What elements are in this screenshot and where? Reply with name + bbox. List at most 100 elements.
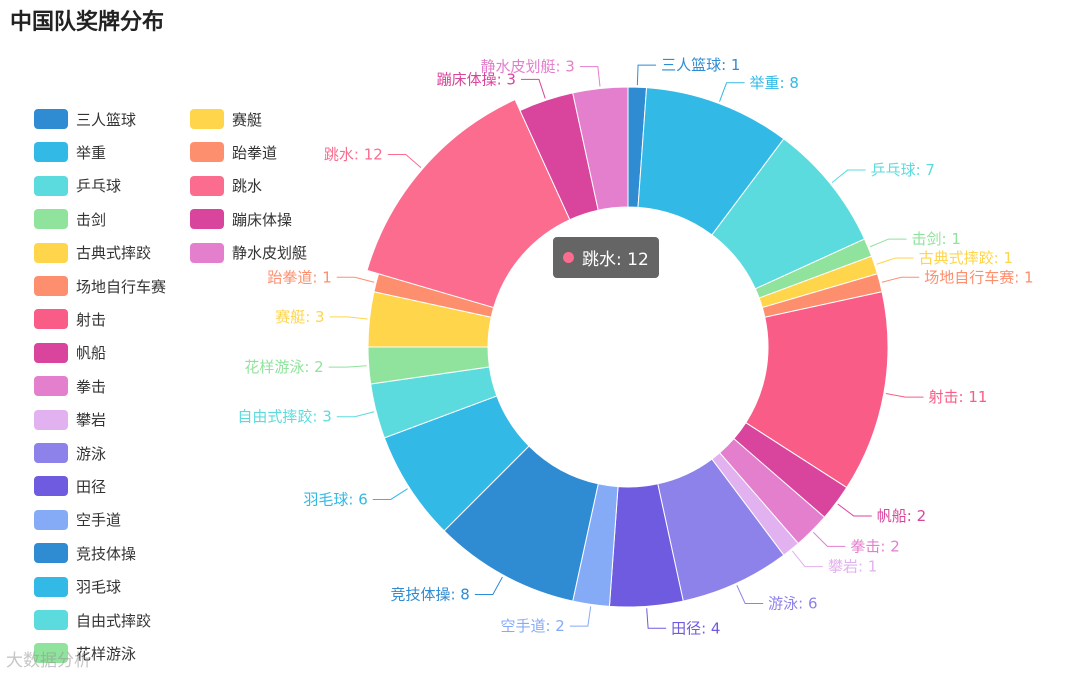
- tooltip: 跳水: 12: [553, 237, 659, 278]
- legend-item[interactable]: 游泳: [34, 442, 106, 464]
- label-leader-line: [474, 576, 503, 596]
- legend-item[interactable]: 静水皮划艇: [190, 242, 307, 264]
- legend-swatch: [34, 109, 68, 129]
- legend-swatch: [34, 543, 68, 564]
- slice-label: 三人篮球: 1: [661, 56, 740, 74]
- label-leader-line: [885, 393, 924, 398]
- label-leader-line: [579, 66, 601, 87]
- legend-swatch: [34, 576, 68, 597]
- legend-item[interactable]: 乒乓球: [34, 175, 121, 197]
- label-leader-line: [831, 169, 866, 183]
- legend-item[interactable]: 场地自行车赛: [34, 275, 166, 297]
- legend-label: 跆拳道: [232, 143, 278, 162]
- donut-slice[interactable]: [366, 98, 571, 309]
- slice-label: 乒乓球: 7: [871, 161, 935, 179]
- slice-label: 击剑: 1: [912, 230, 961, 248]
- legend-swatch: [34, 643, 68, 664]
- legend-label: 攀岩: [76, 411, 107, 430]
- label-leader-line: [876, 257, 914, 265]
- legend-swatch: [34, 209, 68, 230]
- legend-label: 静水皮划艇: [232, 244, 308, 263]
- legend-item[interactable]: 花样游泳: [34, 642, 136, 664]
- label-leader-line: [812, 531, 846, 547]
- slice-label: 静水皮划艇: 3: [480, 58, 574, 76]
- legend-item[interactable]: 拳击: [34, 375, 106, 397]
- label-leader-line: [837, 503, 872, 517]
- legend-item[interactable]: 田径: [34, 475, 106, 497]
- legend-swatch: [34, 142, 68, 163]
- legend-swatch: [190, 175, 224, 196]
- legend-label: 羽毛球: [76, 578, 122, 597]
- legend-label: 空手道: [76, 511, 122, 530]
- legend-swatch: [34, 309, 68, 330]
- legend-item[interactable]: 古典式摔跤: [34, 242, 151, 264]
- label-leader-line: [869, 238, 907, 248]
- legend-label: 田径: [76, 477, 107, 496]
- slice-label: 跆拳道: 1: [267, 268, 331, 286]
- legend-label: 场地自行车赛: [76, 277, 167, 296]
- legend-item[interactable]: 羽毛球: [34, 576, 121, 598]
- tooltip-text: 跳水: 12: [582, 250, 649, 270]
- legend-label: 游泳: [76, 444, 107, 463]
- slice-label: 田径: 4: [671, 619, 720, 637]
- legend-item[interactable]: 自由式摔跤: [34, 609, 151, 631]
- legend-label: 赛艇: [232, 110, 263, 129]
- slice-label: 游泳: 6: [768, 595, 817, 613]
- slice-label: 跳水: 12: [324, 145, 383, 163]
- tooltip-color-dot: [563, 252, 574, 263]
- legend-swatch: [190, 109, 224, 129]
- legend-label: 自由式摔跤: [76, 611, 152, 630]
- label-leader-line: [636, 64, 657, 86]
- legend-label: 帆船: [76, 344, 107, 363]
- label-leader-line: [719, 82, 745, 102]
- legend-label: 跳水: [232, 177, 263, 196]
- legend-item[interactable]: 跆拳道: [190, 141, 277, 163]
- legend-item[interactable]: 空手道: [34, 509, 121, 531]
- legend-swatch: [34, 610, 68, 630]
- slice-label: 攀岩: 1: [828, 558, 877, 576]
- legend-swatch: [190, 142, 224, 163]
- label-leader-line: [328, 365, 367, 368]
- legend-label: 拳击: [76, 377, 107, 396]
- label-leader-line: [329, 316, 368, 320]
- legend-item[interactable]: 竞技体操: [34, 542, 136, 564]
- legend-label: 乒乓球: [76, 177, 122, 196]
- legend-item[interactable]: 赛艇: [190, 108, 262, 130]
- label-leader-line: [646, 608, 667, 629]
- legend-label: 古典式摔跤: [76, 244, 152, 263]
- label-leader-line: [336, 411, 375, 418]
- legend-swatch: [34, 509, 68, 530]
- legend-label: 竞技体操: [76, 544, 137, 563]
- legend-item[interactable]: 举重: [34, 141, 106, 163]
- label-leader-line: [736, 585, 764, 605]
- label-leader-line: [336, 276, 375, 283]
- legend-swatch: [34, 242, 68, 263]
- slice-label: 羽毛球: 6: [303, 490, 367, 508]
- legend-swatch: [34, 175, 68, 196]
- legend-label: 蹦床体操: [232, 210, 293, 229]
- legend-item[interactable]: 跳水: [190, 175, 262, 197]
- legend-item[interactable]: 三人篮球: [34, 108, 136, 130]
- label-leader-line: [569, 606, 592, 627]
- legend-item[interactable]: 射击: [34, 308, 106, 330]
- legend: 三人篮球举重乒乓球击剑古典式摔跤场地自行车赛射击帆船拳击攀岩游泳田径空手道竞技体…: [34, 108, 364, 668]
- legend-item[interactable]: 击剑: [34, 208, 106, 230]
- slice-label: 花样游泳: 2: [244, 358, 323, 376]
- slice-label: 自由式摔跤: 3: [237, 408, 331, 426]
- legend-swatch: [34, 276, 68, 296]
- donut-slice[interactable]: [572, 86, 629, 211]
- legend-label: 三人篮球: [76, 110, 137, 129]
- legend-swatch: [190, 242, 224, 263]
- slice-label: 帆船: 2: [877, 507, 926, 525]
- chart-title: 中国队奖牌分布: [10, 10, 165, 35]
- legend-item[interactable]: 蹦床体操: [190, 208, 292, 230]
- slice-label: 蹦床体操: 3: [437, 70, 516, 88]
- slice-label: 场地自行车赛: 1: [924, 268, 1033, 286]
- label-leader-line: [372, 488, 408, 500]
- legend-item[interactable]: 攀岩: [34, 409, 106, 431]
- legend-swatch: [34, 476, 68, 497]
- slice-label: 空手道: 2: [500, 617, 564, 635]
- legend-item[interactable]: 帆船: [34, 342, 106, 364]
- slice-label: 古典式摔跤: 1: [919, 249, 1013, 267]
